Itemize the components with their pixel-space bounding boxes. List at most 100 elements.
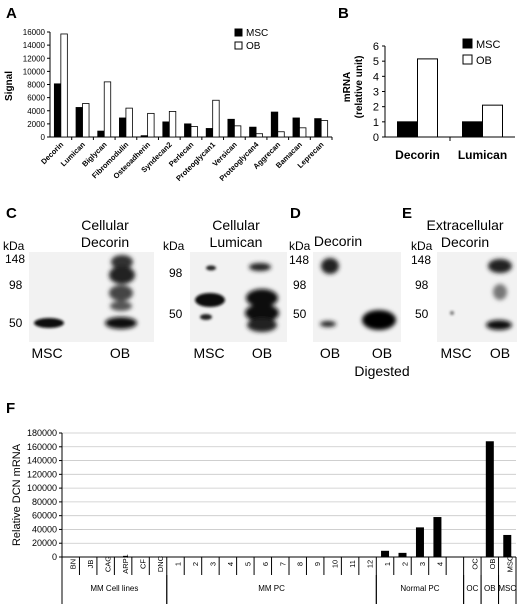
- blot-c1-lane-label-msc: MSC: [31, 345, 62, 361]
- band: [246, 289, 278, 307]
- y-tick-label: 160000: [27, 442, 57, 452]
- bar-msc-bamacan: [292, 117, 300, 138]
- y-tick-label: 80000: [32, 497, 57, 507]
- blot-e-marker-50: 50: [415, 307, 429, 321]
- bar-ob-versican: [233, 125, 242, 138]
- blot-c-decorin: Cellular Decorin kDa 148 98 50 MSC OB: [3, 217, 154, 361]
- band: [110, 301, 132, 311]
- y-tick-label: 180000: [27, 428, 57, 438]
- y-tick-label: 10000: [23, 67, 46, 76]
- x-tick-label: 9: [313, 562, 322, 566]
- x-tick-label: 3: [208, 562, 217, 566]
- chart-b-bars: [397, 58, 503, 138]
- blot-e-lane-label-ob: OB: [490, 345, 510, 361]
- panel-label-d: D: [290, 205, 301, 222]
- panel-label-f: F: [6, 400, 15, 417]
- blot-e-marker-148: 148: [411, 253, 431, 267]
- bar-ob-proteoglycan4: [255, 133, 263, 138]
- x-tick-label: 12: [366, 560, 375, 568]
- band: [111, 255, 133, 269]
- legend-label-msc: MSC: [246, 28, 268, 39]
- bar-ob-proteoglycan1: [212, 99, 220, 138]
- y-tick-label: 140000: [27, 456, 57, 466]
- x-tick-label: CF: [139, 559, 148, 569]
- y-tick-label: 6: [373, 41, 379, 53]
- bar-msc-biglycan: [97, 130, 105, 138]
- x-tick-label: 6: [261, 562, 270, 566]
- x-tick-label: 4: [226, 562, 235, 566]
- bar-4-21: [433, 517, 442, 557]
- y-tick-label: 100000: [27, 483, 57, 493]
- y-tick-label: 1: [373, 117, 379, 129]
- y-tick-label: 4000: [27, 107, 45, 116]
- y-tick-label: 3: [373, 87, 379, 99]
- bar-msc-versican: [227, 118, 235, 138]
- band: [488, 259, 512, 273]
- blot-c2-lane-label-msc: MSC: [193, 345, 224, 361]
- y-tick-label: 2: [373, 102, 379, 114]
- bar-3-20: [415, 527, 424, 557]
- blot-c1-lane-ob: [105, 255, 137, 329]
- x-tick-label: OC: [470, 558, 479, 570]
- panel-label-c: C: [6, 205, 17, 222]
- legend-label-ob: OB: [476, 55, 492, 67]
- bar-ob-biglycan: [103, 81, 112, 138]
- band: [493, 284, 507, 300]
- chart-f-gridlines: [62, 432, 516, 544]
- band: [320, 321, 336, 327]
- bar-msc-lumican: [462, 121, 483, 138]
- blot-e-lane-label-msc: MSC: [440, 345, 471, 361]
- chart-a-ylabel: Signal: [4, 71, 15, 101]
- bar-msc-aggrecan: [270, 111, 279, 138]
- x-tick-label: MSC: [505, 555, 514, 572]
- x-tick-label: Lumican: [458, 148, 507, 162]
- band: [247, 318, 277, 332]
- bar-OB-24: [485, 441, 494, 557]
- blot-e-title-line2: Decorin: [441, 234, 489, 250]
- chart-a-legend: MSC OB: [234, 28, 268, 52]
- chart-f-xticks: BN JB CAG ARP1 CF DNC 1 2 3 4 5 6 7 8 9 10 11 12 1 2 3 4 OC OB M…: [61, 554, 517, 575]
- blot-d-marker-50: 50: [293, 307, 307, 321]
- bar-msc-lumican: [75, 107, 83, 138]
- band: [200, 314, 212, 320]
- blot-d-kda: kDa: [289, 239, 311, 253]
- band: [206, 265, 216, 271]
- blot-d-marker-148: 148: [289, 253, 309, 267]
- x-tick-label: BN: [69, 559, 78, 569]
- y-tick-label: 2000: [27, 120, 45, 129]
- blot-c1-membrane: [29, 252, 154, 342]
- bar-msc-perlecan: [184, 123, 192, 138]
- blot-d-lane-label-ob: OB: [320, 345, 340, 361]
- bar-ob-aggrecan: [277, 131, 285, 138]
- panel-label-a: A: [6, 5, 17, 22]
- blot-c2-kda: kDa: [163, 239, 185, 253]
- x-tick-label: 8: [296, 562, 305, 566]
- bar-ob-bamacan: [299, 127, 307, 138]
- chart-f-bars: [381, 441, 512, 557]
- chart-f-groups: MM Cell lines MM PC Normal PC OC OB MSC: [61, 575, 517, 604]
- bar-ob-leprecan: [320, 120, 329, 138]
- blot-c-lumican: Cellular Lumican kDa 98 50 MSC OB: [163, 217, 287, 361]
- blot-c2-title-line1: Cellular: [212, 217, 260, 233]
- x-tick-label: JB: [86, 560, 95, 569]
- blot-c2-marker-50: 50: [169, 307, 183, 321]
- panel-label-b: B: [338, 5, 349, 22]
- chart-b-legend: MSC OB: [462, 38, 501, 67]
- band: [105, 317, 137, 329]
- band: [249, 263, 271, 271]
- bar-msc-syndecan2: [162, 121, 170, 138]
- chart-a: Signal 0 2000 4000 6000 8000 10000 12000 14000 1…: [4, 28, 333, 183]
- band: [486, 320, 512, 330]
- bar-ob-lumican: [482, 104, 503, 138]
- bar-msc-fibromodulin: [119, 117, 127, 138]
- legend-swatch-ob: [462, 54, 473, 65]
- group-label: MM PC: [258, 584, 285, 593]
- x-tick-label: DNC: [156, 555, 165, 572]
- panel-label-e: E: [402, 205, 412, 222]
- legend-swatch-ob: [234, 41, 243, 50]
- chart-f-ylabel: Relative DCN mRNA: [11, 443, 23, 546]
- bar-msc-proteoglycan4: [249, 126, 257, 138]
- bar-ob-lumican: [82, 103, 90, 138]
- bar-ob-decorin: [417, 58, 438, 138]
- blot-c1-title-line1: Cellular: [81, 217, 129, 233]
